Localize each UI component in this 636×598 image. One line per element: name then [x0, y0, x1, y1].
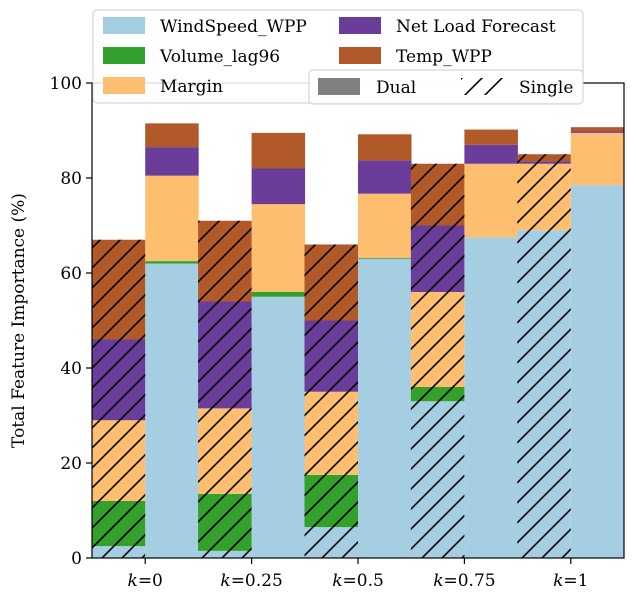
legend-label-margin: Margin [160, 77, 223, 97]
legend-label-dual: Dual [376, 78, 416, 98]
y-tick-label-0: 0 [71, 549, 82, 569]
bar-hatch-single-temp-wpp-4 [517, 154, 571, 162]
legend-swatch-hatch-single [461, 78, 503, 95]
bar-dual-net-load-forecast-3 [464, 144, 518, 164]
y-axis-label: Total Feature Importance (%) [9, 193, 29, 448]
legend-swatch-windspeed-wpp [103, 17, 145, 34]
bar-hatch-single-net-load-forecast-0 [91, 339, 146, 421]
bar-hatch-single-windspeed-wpp-3 [410, 401, 465, 558]
bar-dual-volume-lag96-1 [251, 292, 306, 297]
bar-hatch-single-temp-wpp-0 [91, 239, 146, 340]
legend-swatch-dual [318, 78, 360, 95]
bar-dual-net-load-forecast-1 [251, 168, 306, 205]
bar-dual-margin-2 [358, 193, 412, 258]
bar-hatch-single-net-load-forecast-4 [517, 161, 571, 164]
bar-hatch-single-net-load-forecast-2 [304, 320, 358, 392]
bar-hatch-single-volume-lag96-1 [198, 493, 252, 551]
legend-label-windspeed-wpp: WindSpeed_WPP [160, 17, 307, 37]
bar-hatch-single-temp-wpp-3 [410, 163, 465, 226]
bar-hatch-single-margin-0 [91, 420, 146, 501]
bar-dual-margin-4 [570, 132, 625, 186]
legend-label-net-load-forecast: Net Load Forecast [396, 17, 556, 37]
bar-hatch-single-windspeed-wpp-2 [304, 527, 358, 558]
legend-label-volume-lag96: Volume_lag96 [159, 47, 280, 67]
x-tick-label-0: k=0 [128, 571, 163, 591]
feature-legend: WindSpeed_WPP Volume_lag96 Margin Net Load … [92, 9, 584, 104]
bar-hatch-single-net-load-forecast-1 [198, 301, 252, 409]
bar-dual-windspeed-wpp-4 [570, 185, 625, 558]
bar-hatch-single-margin-3 [410, 292, 465, 387]
legend-label-temp-wpp: Temp_WPP [396, 47, 492, 67]
bar-hatch-single-temp-wpp-1 [198, 220, 252, 302]
bar-dual-net-load-forecast-4 [570, 131, 625, 133]
x-tick-label-3: k=0.75 [433, 571, 495, 591]
bar-hatch-single-temp-wpp-2 [304, 244, 358, 321]
model-type-legend: Dual Single [308, 69, 584, 105]
bar-hatch-single-windspeed-wpp-4 [517, 230, 571, 558]
bar-dual-volume-lag96-0 [145, 261, 199, 264]
bar-hatch-single-windspeed-wpp-0 [91, 546, 146, 558]
legend-swatch-temp-wpp [339, 47, 381, 64]
bars-layer [91, 123, 625, 558]
bar-dual-temp-wpp-4 [570, 127, 625, 132]
x-tick-label-4: k=1 [553, 571, 588, 591]
x-tick-label-1: k=0.25 [220, 571, 282, 591]
model-legend-frame [308, 69, 584, 105]
bar-dual-margin-0 [145, 175, 199, 262]
bar-dual-windspeed-wpp-1 [251, 296, 306, 558]
bar-dual-windspeed-wpp-3 [464, 237, 518, 558]
bar-dual-temp-wpp-3 [464, 129, 518, 145]
bar-hatch-single-volume-lag96-2 [304, 474, 358, 528]
legend-swatch-margin [103, 77, 145, 94]
x-tick-label-2: k=0.5 [332, 571, 384, 591]
bar-dual-margin-3 [464, 163, 518, 238]
bar-dual-net-load-forecast-0 [145, 147, 199, 176]
bar-hatch-single-volume-lag96-0 [91, 501, 146, 547]
bar-hatch-single-net-load-forecast-3 [410, 225, 465, 292]
legend-swatch-net-load-forecast [339, 17, 381, 34]
bar-dual-temp-wpp-0 [145, 123, 199, 148]
bar-dual-margin-1 [251, 204, 306, 292]
bar-dual-temp-wpp-1 [251, 132, 306, 169]
bar-hatch-single-volume-lag96-3 [410, 387, 465, 402]
legend-label-single: Single [519, 78, 573, 98]
y-tick-label-80: 80 [60, 169, 82, 189]
bar-hatch-single-windspeed-wpp-1 [198, 550, 252, 558]
bar-dual-windspeed-wpp-2 [358, 258, 412, 558]
y-tick-label-40: 40 [60, 359, 82, 379]
bar-dual-net-load-forecast-2 [358, 160, 412, 194]
y-tick-label-60: 60 [60, 264, 82, 284]
y-tick-label-100: 100 [50, 74, 82, 94]
bar-dual-temp-wpp-2 [358, 134, 412, 161]
axes-layer: 0 20 40 60 80 100 k=0 k=0.25 k=0.5 k=0.75 k=1 [50, 74, 589, 591]
bar-dual-windspeed-wpp-0 [145, 263, 199, 558]
legend-swatch-volume-lag96 [103, 47, 145, 64]
bar-hatch-single-margin-4 [517, 163, 571, 231]
bar-dual-volume-lag96-2 [358, 257, 412, 259]
bar-hatch-single-margin-1 [198, 408, 252, 494]
y-tick-label-20: 20 [60, 454, 82, 474]
bar-hatch-single-margin-2 [304, 391, 358, 475]
